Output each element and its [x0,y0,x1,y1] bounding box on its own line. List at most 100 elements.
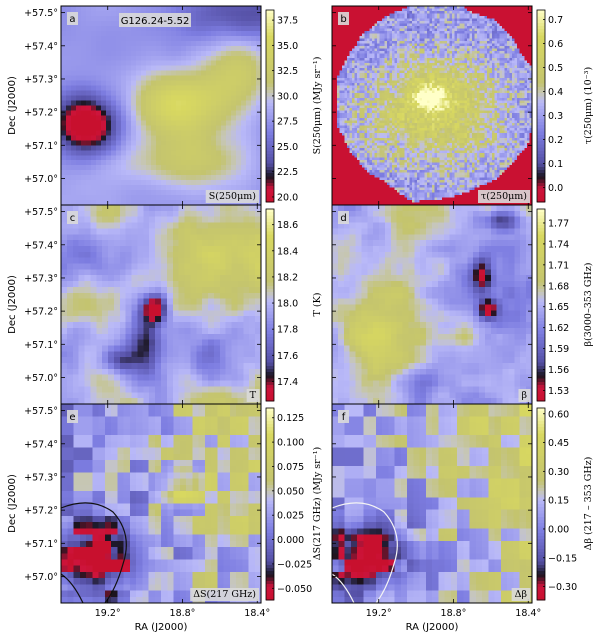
heatmap-cell [364,98,368,101]
heatmap-cell [367,6,370,9]
heatmap-cell [472,23,475,27]
heatmap-cell [402,48,405,52]
heatmap-cell [196,170,202,176]
heatmap-cell [504,30,508,34]
heatmap-cell [236,35,242,42]
heatmap-cell [449,30,453,34]
heatmap-cell [332,78,335,82]
heatmap-cell [176,6,182,12]
heatmap-cell [432,83,435,86]
heatmap-cell [121,60,127,67]
heatmap-cell [347,43,350,47]
heatmap-cell [447,68,450,72]
heatmap-cell [522,98,525,101]
heatmap-cell [342,8,345,12]
heatmap-cell [206,65,212,72]
heatmap-cell [211,145,217,151]
heatmap-cell [131,150,137,156]
heatmap-cell [392,78,395,82]
heatmap-cell [161,40,167,47]
heatmap-cell [512,43,515,47]
heatmap-cell [469,53,473,57]
heatmap-cell [71,115,77,121]
heatmap-cell [246,10,252,17]
heatmap-cell [392,83,395,86]
heatmap-cell [332,60,335,64]
heatmap-cell [387,50,390,54]
heatmap-cell [484,83,488,86]
heatmap-cell [91,200,97,206]
heatmap-cell [367,33,370,37]
heatmap-cell [362,8,365,12]
heatmap-cell [342,73,345,77]
heatmap-cell [211,170,217,176]
heatmap-cell [454,6,458,9]
heatmap-cell [494,68,498,72]
heatmap-cell [111,6,117,12]
heatmap-cell [357,90,360,94]
heatmap-cell [454,30,458,34]
heatmap-cell [131,6,137,12]
heatmap-cell [354,98,358,101]
heatmap-cell [454,25,458,29]
heatmap-cell [372,13,375,17]
heatmap-cell [434,85,438,89]
heatmap-cell [489,43,493,47]
heatmap-cell [339,85,343,89]
heatmap-cell [146,90,152,96]
heatmap-cell [472,80,475,84]
heatmap-cell [382,55,385,59]
heatmap-cell [469,68,473,72]
heatmap-cell [502,8,505,12]
heatmap-cell [414,18,418,22]
heatmap-cell [236,20,242,27]
heatmap-cell [477,95,480,99]
heatmap-cell [482,53,485,57]
heatmap-cell [412,23,415,27]
heatmap-cell [181,160,187,166]
heatmap-cell [399,78,403,82]
heatmap-cell [394,85,398,89]
heatmap-cell [409,8,413,12]
heatmap-cell [374,18,378,22]
heatmap-cell [136,70,142,77]
heatmap-cell [429,68,433,72]
heatmap-cell [464,78,468,82]
heatmap-cell [111,195,117,201]
heatmap-cell [166,180,172,186]
heatmap-cell [489,13,493,17]
heatmap-cell [434,38,438,42]
heatmap-cell [454,95,458,99]
heatmap-cell [241,115,247,121]
heatmap-cell [337,83,340,86]
heatmap-cell [66,185,72,191]
heatmap-cell [527,48,530,52]
heatmap-cell [469,103,473,106]
heatmap-cell [136,200,142,206]
heatmap-cell [352,78,355,82]
heatmap-cell [374,15,378,19]
heatmap-cell [352,38,355,42]
heatmap-cell [404,40,408,44]
heatmap-cell [116,140,122,146]
heatmap-cell [464,68,468,72]
heatmap-cell [517,10,520,14]
heatmap-cell [221,20,227,27]
heatmap-cell [404,8,408,12]
heatmap-cell [484,13,488,17]
heatmap-cell [334,78,338,82]
heatmap-cell [151,165,157,171]
heatmap-cell [186,140,192,146]
heatmap-cell [522,68,525,72]
heatmap-cell [196,15,202,22]
heatmap-cell [206,115,212,121]
heatmap-cell [191,6,197,12]
heatmap-cell [487,30,490,34]
heatmap-cell [447,73,450,77]
heatmap-cell [469,88,473,91]
colorbar-segment [266,13,274,17]
heatmap-cell [121,30,127,37]
heatmap-cell [186,115,192,121]
heatmap-cell [161,95,167,101]
heatmap-cell [136,65,142,72]
